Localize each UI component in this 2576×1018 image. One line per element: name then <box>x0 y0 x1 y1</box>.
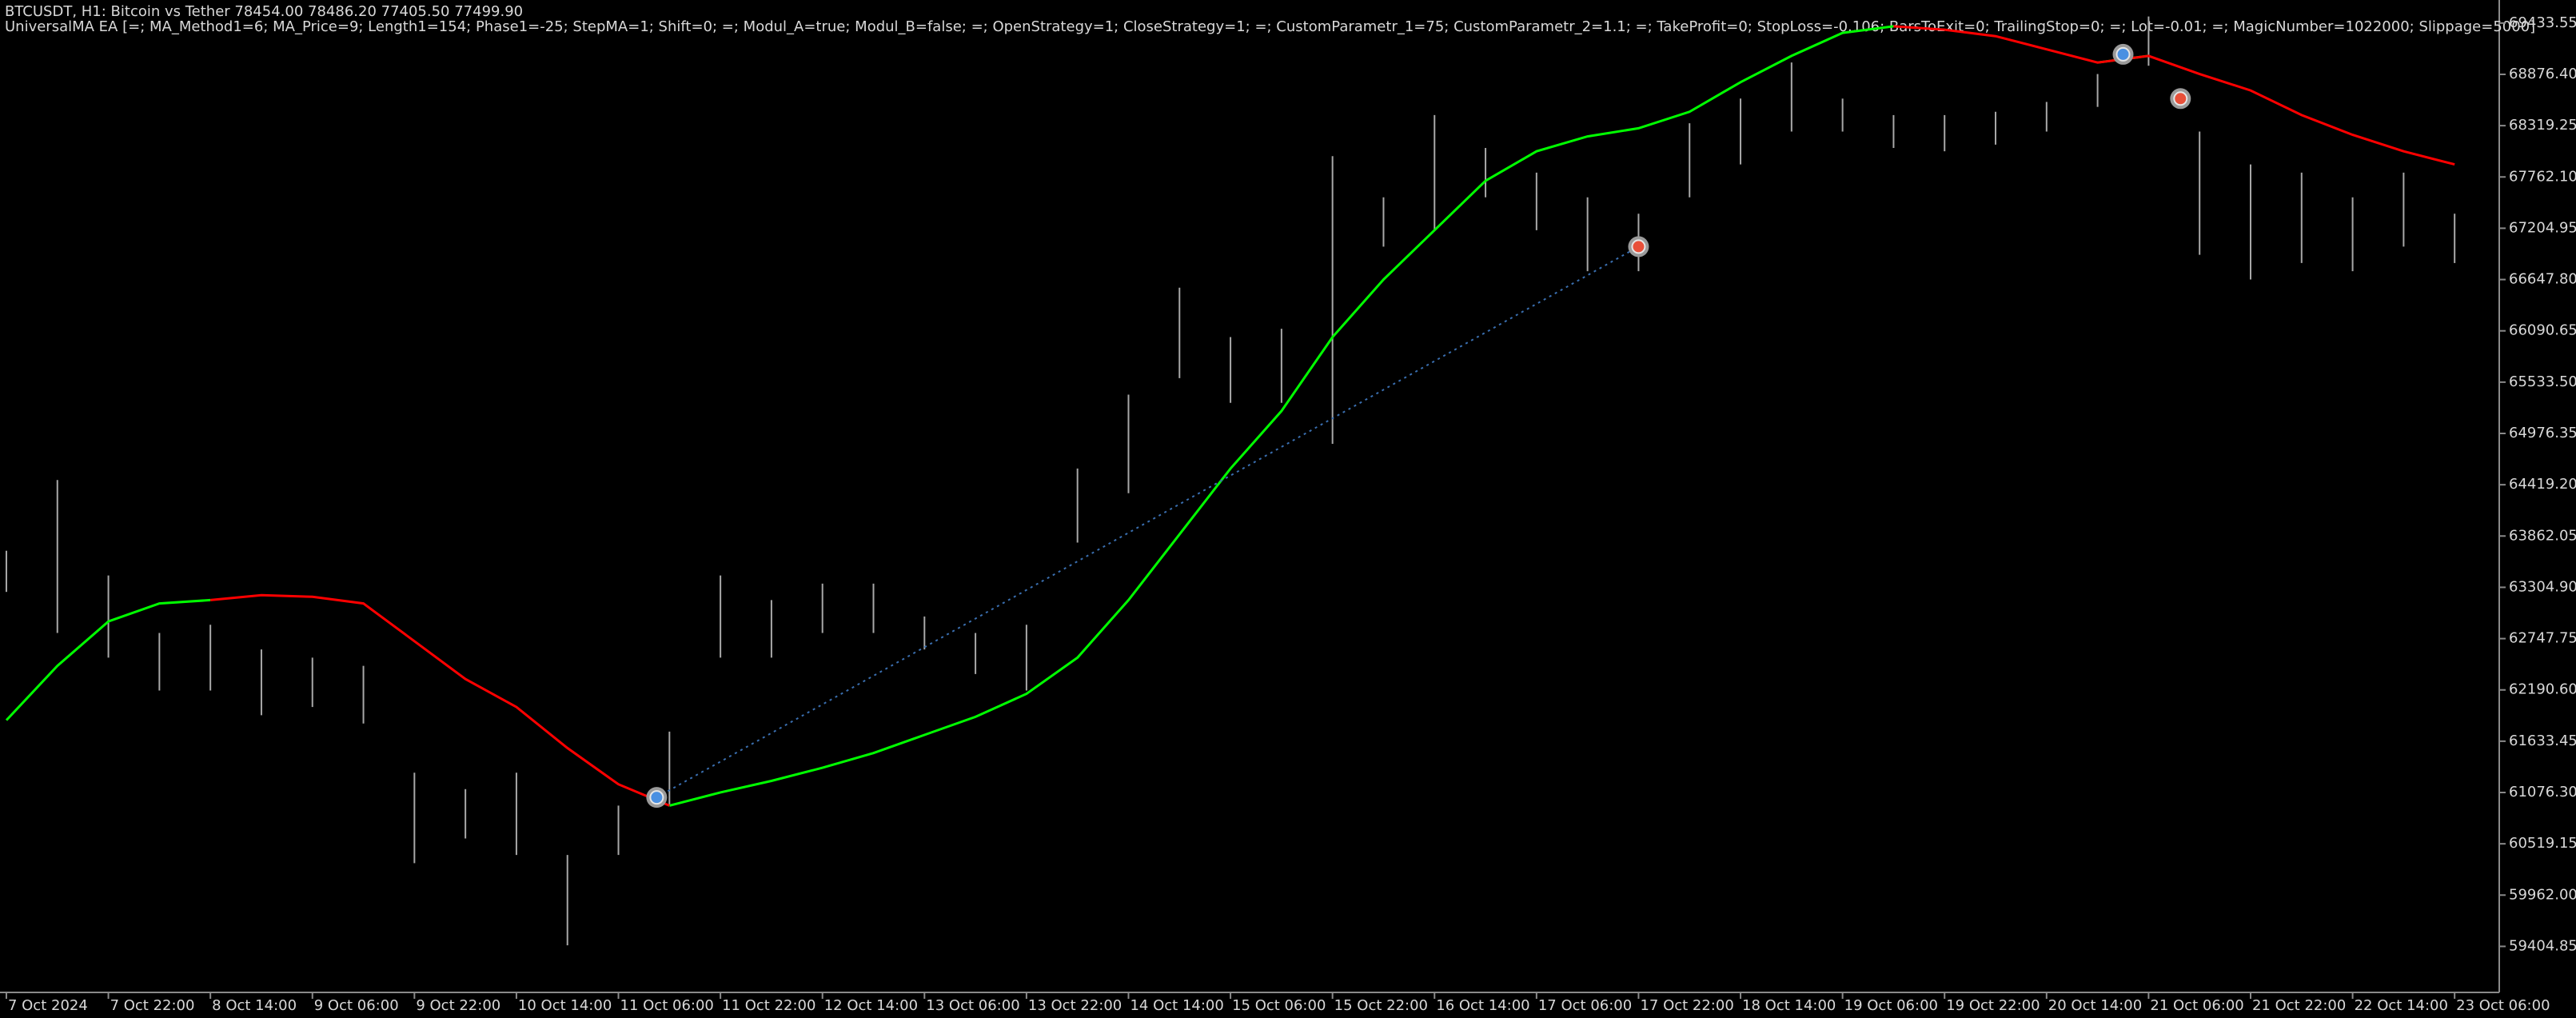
y-tick-label: 63304.90 <box>2509 578 2576 595</box>
ea-parameters: UniversalMA EA [=; MA_Method1=6; MA_Pric… <box>5 18 2535 35</box>
y-tick-label: 68319.25 <box>2509 117 2576 134</box>
trade-marker <box>2173 91 2188 106</box>
x-tick-label: 11 Oct 06:00 <box>620 997 714 1014</box>
x-tick-label: 18 Oct 14:00 <box>1742 997 1836 1014</box>
trade-marker <box>1631 239 1646 254</box>
chart-title: BTCUSDT, H1: Bitcoin vs Tether 78454.00 … <box>5 3 523 20</box>
x-tick-label: 7 Oct 22:00 <box>110 997 195 1014</box>
x-tick-label: 12 Oct 14:00 <box>824 997 918 1014</box>
y-tick-label: 64419.20 <box>2509 476 2576 493</box>
x-tick-label: 13 Oct 22:00 <box>1028 997 1122 1014</box>
y-tick-label: 65533.50 <box>2509 373 2576 390</box>
y-tick-label: 62747.75 <box>2509 630 2576 647</box>
y-tick-label: 66090.65 <box>2509 322 2576 339</box>
trade-marker <box>2115 46 2131 62</box>
y-tick-label: 59962.00 <box>2509 886 2576 903</box>
x-tick-label: 8 Oct 14:00 <box>212 997 297 1014</box>
x-tick-label: 15 Oct 22:00 <box>1334 997 1428 1014</box>
y-tick-label: 61633.45 <box>2509 733 2576 749</box>
y-tick-label: 67762.10 <box>2509 168 2576 185</box>
trade-marker <box>649 790 664 805</box>
moving-average-line <box>210 25 2455 807</box>
x-tick-label: 13 Oct 06:00 <box>926 997 1019 1014</box>
y-tick-label: 61076.30 <box>2509 784 2576 800</box>
x-tick-label: 21 Oct 06:00 <box>2150 997 2243 1014</box>
x-tick-label: 9 Oct 22:00 <box>416 997 500 1014</box>
y-tick-label: 64976.35 <box>2509 425 2576 441</box>
y-tick-label: 66647.80 <box>2509 271 2576 288</box>
x-tick-label: 10 Oct 14:00 <box>518 997 612 1014</box>
x-tick-label: 16 Oct 14:00 <box>1436 997 1529 1014</box>
x-tick-label: 17 Oct 22:00 <box>1640 997 1733 1014</box>
x-tick-label: 9 Oct 06:00 <box>314 997 399 1014</box>
x-tick-label: 22 Oct 14:00 <box>2355 997 2448 1014</box>
x-tick-label: 11 Oct 22:00 <box>722 997 815 1014</box>
y-tick-label: 60519.15 <box>2509 835 2576 852</box>
x-tick-label: 14 Oct 14:00 <box>1130 997 1223 1014</box>
x-tick-label: 23 Oct 06:00 <box>2456 997 2550 1014</box>
y-tick-label: 62190.60 <box>2509 681 2576 698</box>
x-tick-label: 21 Oct 22:00 <box>2252 997 2346 1014</box>
x-tick-label: 15 Oct 06:00 <box>1232 997 1326 1014</box>
x-tick-label: 19 Oct 06:00 <box>1844 997 1938 1014</box>
y-tick-label: 69433.55 <box>2509 14 2576 31</box>
y-tick-label: 67204.95 <box>2509 219 2576 236</box>
x-tick-label: 7 Oct 2024 <box>8 997 88 1014</box>
x-tick-label: 20 Oct 14:00 <box>2048 997 2142 1014</box>
x-tick-label: 19 Oct 22:00 <box>1946 997 2040 1014</box>
plot-area <box>5 16 2456 946</box>
trade-connector <box>656 246 1639 799</box>
x-tick-label: 17 Oct 06:00 <box>1538 997 1632 1014</box>
y-tick-label: 59404.85 <box>2509 937 2576 954</box>
y-tick-label: 63862.05 <box>2509 527 2576 544</box>
y-tick-label: 68876.40 <box>2509 66 2576 82</box>
